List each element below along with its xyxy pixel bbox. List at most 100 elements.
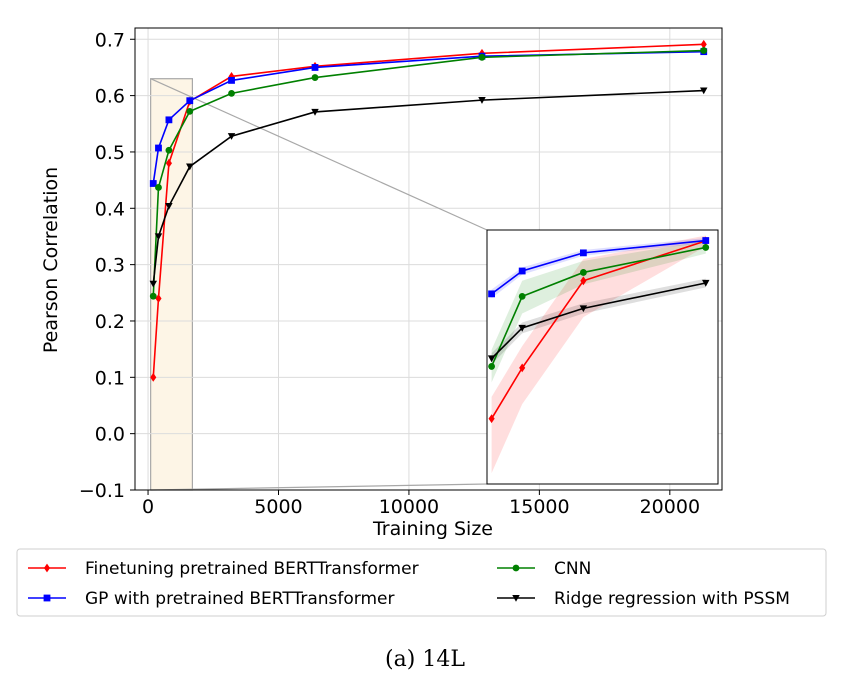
data-point	[311, 74, 319, 81]
legend: Finetuning pretrained BERTTransformer GP …	[16, 548, 827, 617]
data-point	[700, 47, 708, 54]
data-point	[186, 107, 194, 115]
y-tick-label: 0.3	[95, 255, 125, 277]
data-point	[165, 202, 173, 210]
legend-marker	[43, 594, 51, 602]
zoom-connector-lines	[150, 78, 488, 491]
inset-frame	[486, 229, 719, 485]
x-tick-label: 20000	[640, 496, 700, 518]
inset-series-line	[490, 240, 707, 420]
plot-frame	[134, 27, 723, 491]
y-tick-label: 0.1	[95, 367, 125, 389]
data-point	[155, 294, 162, 303]
series-layer	[149, 39, 708, 382]
data-point	[150, 372, 157, 382]
series-line	[152, 89, 704, 284]
inset-data-point	[702, 237, 710, 244]
zoom-region-highlight	[150, 78, 193, 491]
data-point	[228, 89, 235, 97]
inset-data-point	[702, 279, 710, 287]
data-point	[149, 292, 157, 300]
data-point	[227, 133, 236, 140]
inset-data-point	[579, 249, 587, 257]
legend-label: Finetuning pretrained BERTTransformer	[85, 559, 419, 579]
data-point	[155, 144, 162, 152]
x-tick-label: 15000	[509, 496, 569, 518]
y-tick-label: 0.7	[95, 29, 125, 51]
inset-series	[488, 236, 709, 424]
inset-data-point	[519, 363, 526, 373]
y-tick-label: 0.5	[95, 142, 125, 164]
inset-data-point	[518, 293, 526, 300]
x-tick-label: 5000	[254, 496, 302, 518]
legend-marker	[43, 563, 51, 573]
legend-item: Ridge regression with PSSM	[497, 589, 790, 609]
data-point	[154, 233, 163, 241]
legend-item: Finetuning pretrained BERTTransformer	[28, 559, 419, 579]
inset-series	[488, 244, 710, 370]
series	[149, 48, 708, 187]
inset-series	[487, 279, 710, 363]
x-axis: 0 5000 10000 15000 20000	[142, 490, 700, 518]
confidence-band	[491, 235, 706, 474]
inset-data-point	[579, 305, 588, 313]
data-point	[700, 39, 707, 49]
y-tick-label: 0.2	[95, 311, 125, 333]
data-point	[478, 97, 486, 104]
data-point	[165, 158, 172, 168]
legend-label: GP with pretrained BERTTransformer	[85, 589, 394, 609]
legend-box	[16, 548, 827, 617]
series-line	[152, 50, 704, 184]
y-tick-label: 0.4	[95, 198, 125, 220]
inset-series-layer	[487, 235, 710, 474]
data-point	[186, 97, 194, 105]
x-tick-label: 0	[142, 496, 154, 518]
data-point	[478, 53, 486, 61]
inset-data-point	[488, 290, 495, 298]
inset-data-point	[488, 414, 495, 424]
legend-marker	[512, 564, 520, 572]
inset-data-point	[487, 355, 496, 363]
legend-item: CNN	[497, 559, 591, 579]
y-axis: −0.1 0.0 0.1 0.2 0.3 0.4 0.5 0.6 0.7	[79, 29, 135, 502]
legend-marker	[512, 594, 520, 602]
y-tick-label: 0.6	[95, 86, 125, 108]
x-tick-label: 10000	[379, 496, 439, 518]
data-point	[149, 280, 158, 288]
inset-data-point	[702, 244, 710, 251]
data-point	[165, 146, 173, 154]
data-point	[311, 108, 319, 116]
legend-label: CNN	[554, 559, 591, 579]
data-point	[699, 87, 708, 95]
series	[149, 87, 708, 288]
data-point	[149, 180, 157, 187]
series	[149, 47, 708, 300]
inset-series-line	[491, 239, 706, 295]
data-point	[186, 163, 194, 171]
data-point	[228, 76, 235, 84]
inset-data-point	[518, 324, 526, 332]
inset-data-point	[488, 363, 495, 370]
data-point	[311, 64, 319, 71]
inset-series-line	[490, 246, 706, 367]
data-point	[165, 116, 173, 124]
data-point	[155, 184, 162, 191]
inset-data-point	[579, 269, 587, 276]
x-axis-label: Training Size	[372, 518, 493, 540]
y-tick-label: 0.0	[95, 424, 125, 446]
inset-zoom-plot	[486, 229, 719, 485]
confidence-band	[491, 240, 706, 383]
zoom-connector	[150, 78, 488, 231]
y-axis-label: Pearson Correlation	[40, 167, 62, 353]
zoom-connector	[150, 483, 488, 491]
legend-label: Ridge regression with PSSM	[554, 589, 790, 609]
inset-series	[488, 237, 710, 298]
series-line	[152, 49, 704, 297]
series-line	[152, 43, 704, 378]
y-tick-label: −0.1	[79, 480, 125, 502]
figure-caption: (a) 14L	[385, 647, 465, 672]
legend-item: GP with pretrained BERTTransformer	[28, 589, 394, 609]
inset-series-line	[491, 282, 706, 360]
inset-data-point	[518, 267, 526, 275]
